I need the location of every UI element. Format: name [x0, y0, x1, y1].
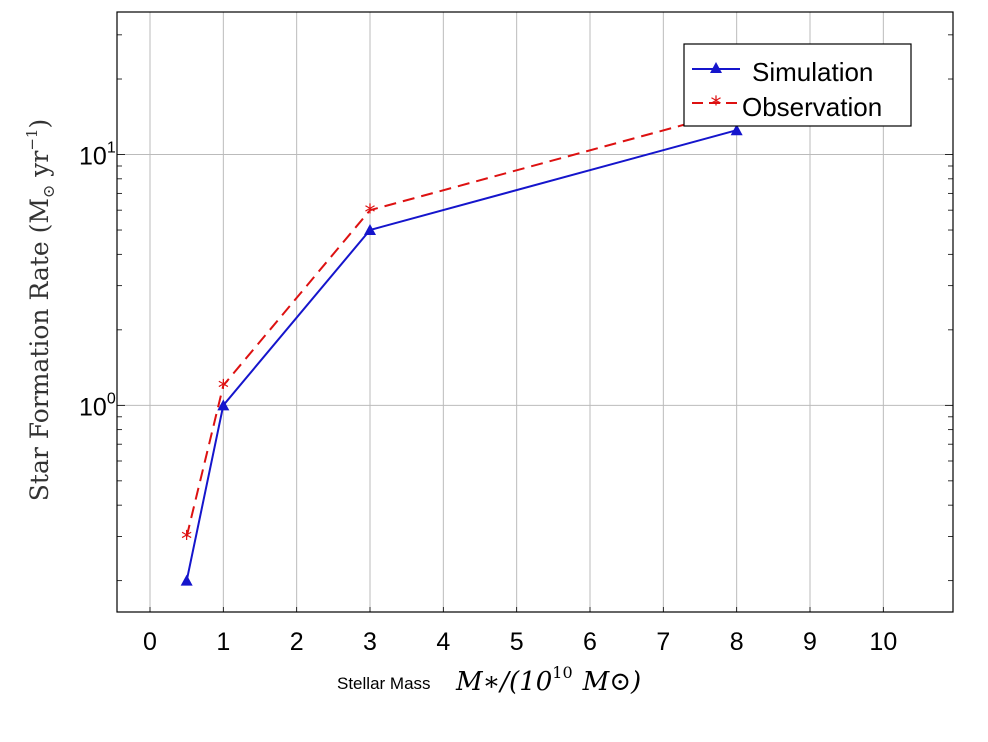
- x-axis-label-math: M∗/(1010 M⊙): [455, 663, 641, 697]
- x-tick-labels: 0 1 2 3 4 5 6 7 8 9 10: [143, 628, 897, 656]
- x-tick-label: 6: [583, 628, 597, 656]
- series-line-observation: [185, 109, 737, 537]
- x-tick-label: 0: [143, 628, 157, 656]
- series-lines: ****: [180, 101, 743, 586]
- data-point-observation: *: [365, 201, 376, 226]
- data-point-simulation: [730, 124, 743, 136]
- x-tick-label: 9: [803, 628, 817, 656]
- x-tick-label: 8: [730, 628, 744, 656]
- x-tick-label: 1: [216, 628, 230, 656]
- legend-box: [683, 43, 912, 127]
- legend: Simulation * Observation: [683, 43, 912, 127]
- data-point-observation: *: [218, 376, 229, 401]
- legend-observation-label: Observation: [742, 92, 882, 122]
- y-tick-label: 100: [79, 390, 116, 421]
- series-line-simulation: [185, 129, 737, 581]
- y-tick-label: 101: [79, 140, 116, 171]
- legend-simulation-label: Simulation: [752, 57, 873, 87]
- x-tick-label: 3: [363, 628, 377, 656]
- x-axis-label: Stellar Mass M∗/(1010 M⊙): [337, 663, 641, 697]
- plot-frame: [116, 11, 954, 613]
- legend-simulation-marker: [710, 62, 722, 73]
- x-tick-label: 7: [656, 628, 670, 656]
- legend-observation-marker: *: [711, 93, 722, 118]
- x-tick-label: 10: [869, 628, 897, 656]
- y-axis-label: Star Formation Rate (M⊙ yr−1): [23, 119, 58, 501]
- x-axis-label-prefix: Stellar Mass: [337, 674, 431, 693]
- x-tick-label: 5: [510, 628, 524, 656]
- minor-ticks: [117, 34, 953, 612]
- data-point-simulation: [180, 574, 193, 586]
- data-point-simulation: [217, 399, 230, 411]
- data-point-observation: *: [181, 527, 192, 552]
- x-tick-label: 2: [290, 628, 304, 656]
- y-tick-labels: 100 101: [79, 140, 116, 422]
- x-tick-label: 4: [436, 628, 450, 656]
- data-point-simulation: [364, 224, 376, 236]
